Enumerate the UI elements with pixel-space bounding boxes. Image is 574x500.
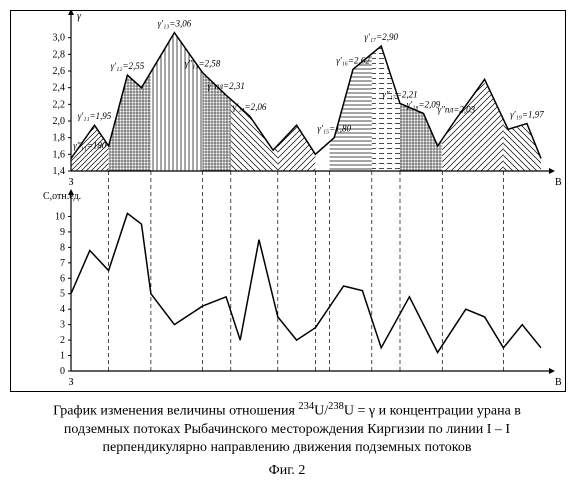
caption-line1b: U = γ и концентрации урана в [344, 404, 521, 419]
svg-text:9: 9 [60, 227, 65, 238]
figure-container: 1,4 1,6 1,8 2,0 2,2 2,4 2,6 2,8 3,0 γ З Вγ′₁₁=1,95 γ… [10, 10, 564, 479]
svg-text:1: 1 [60, 351, 65, 362]
svg-text:3: 3 [60, 320, 65, 331]
svg-text:C,отн.ед.: C,отн.ед. [43, 191, 81, 202]
figure-caption: График изменения величины отношения 234U… [10, 400, 564, 457]
svg-text:1,6: 1,6 [53, 149, 66, 160]
svg-text:γ′₁₉=1,97: γ′₁₉=1,97 [510, 110, 544, 120]
svg-text:γ″пл=2,31: γ″пл=2,31 [207, 81, 245, 91]
caption-line2: подземных потоках Рыбачинского месторожд… [64, 422, 510, 437]
caption-sup1: 234 [298, 401, 314, 412]
svg-text:γ′₁₃=3,06: γ′₁₃=3,06 [158, 19, 192, 29]
svg-text:γ′₁₂=2,55: γ′₁₂=2,55 [111, 61, 145, 71]
svg-text:1,8: 1,8 [53, 133, 66, 144]
svg-text:0: 0 [60, 366, 65, 377]
svg-text:γ′₁₇=2,90: γ′₁₇=2,90 [364, 32, 398, 42]
svg-text:З: З [68, 177, 73, 188]
svg-text:2,8: 2,8 [53, 49, 66, 60]
caption-line3: перпендикулярно направлению движения под… [103, 440, 472, 455]
svg-text:6: 6 [60, 273, 65, 284]
svg-text:В: В [555, 377, 562, 388]
chart-area: 1,4 1,6 1,8 2,0 2,2 2,4 2,6 2,8 3,0 γ З Вγ′₁₁=1,95 γ… [10, 10, 566, 392]
svg-text:10: 10 [55, 211, 65, 222]
svg-text:5: 5 [60, 289, 65, 300]
svg-text:γ′₁₁=1,95: γ′₁₁=1,95 [78, 111, 112, 121]
svg-text:7: 7 [60, 258, 65, 269]
svg-text:γ′₁₆=2,62: γ′₁₆=2,62 [336, 55, 370, 65]
svg-text:2,4: 2,4 [53, 83, 66, 94]
svg-text:γ: γ [77, 11, 82, 22]
caption-line1a: График изменения величины отношения [53, 404, 298, 419]
svg-text:γ″₁₃=2,58: γ″₁₃=2,58 [185, 59, 221, 69]
bottom-chart-group: 0 1 2 3 4 5 6 7 8 9 10 C,отн.ед. З В [43, 189, 562, 388]
svg-text:γ′₁₄=2,06: γ′₁₄=2,06 [233, 102, 267, 112]
caption-sup2: 238 [328, 401, 344, 412]
svg-text:1,4: 1,4 [53, 166, 66, 177]
svg-text:2,0: 2,0 [53, 116, 66, 127]
figure-label: Фиг. 2 [10, 463, 564, 479]
svg-text:γ′₁₅=1,80: γ′₁₅=1,80 [317, 124, 351, 134]
svg-text:2: 2 [60, 335, 65, 346]
caption-mid1: U/ [314, 404, 328, 419]
svg-text:2,6: 2,6 [53, 66, 66, 77]
svg-text:γ″₁₁=180: γ″₁₁=180 [73, 140, 107, 150]
svg-text:В: В [555, 177, 562, 188]
svg-text:4: 4 [60, 304, 65, 315]
svg-text:3,0: 3,0 [53, 33, 66, 44]
chart-svg: 1,4 1,6 1,8 2,0 2,2 2,4 2,6 2,8 3,0 γ З Вγ′₁₁=1,95 γ… [11, 11, 565, 391]
top-chart-group: 1,4 1,6 1,8 2,0 2,2 2,4 2,6 2,8 3,0 γ З Вγ′₁₁=1,95 γ… [53, 11, 563, 188]
svg-text:З: З [68, 377, 73, 388]
svg-text:2,2: 2,2 [53, 99, 66, 110]
svg-text:γ″пл=2,03: γ″пл=2,03 [438, 105, 476, 115]
svg-text:8: 8 [60, 242, 65, 253]
svg-text:γ″₁₇=2,21: γ″₁₇=2,21 [382, 90, 417, 100]
svg-text:γ′₁₈=2,09: γ′₁₈=2,09 [407, 100, 441, 110]
